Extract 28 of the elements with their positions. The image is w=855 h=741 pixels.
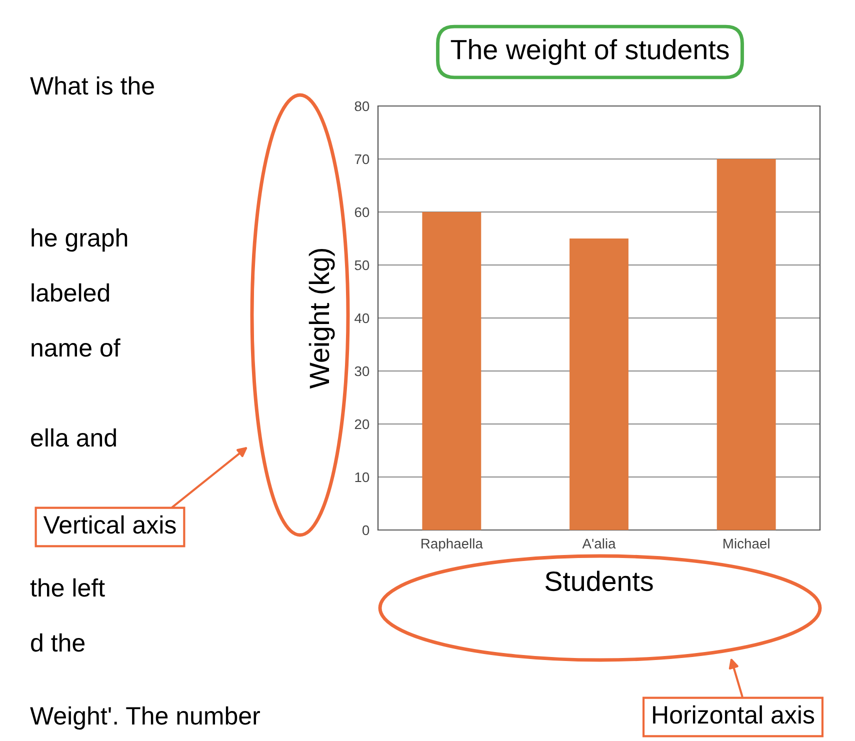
text: labeled [32, 283, 110, 302]
x-tick-label: Raphaella [422, 538, 483, 552]
y-tick-label: 30 [354, 366, 370, 376]
text: Weight'. The number [30, 706, 260, 730]
x-axis-title: Students [545, 570, 653, 592]
bar [570, 238, 628, 530]
text: name of [32, 338, 120, 357]
y-tick-label: 0 [362, 525, 370, 536]
text: d the [31, 633, 84, 652]
y-tick-label: 60 [354, 207, 370, 218]
y-tick-label: 20 [354, 419, 370, 430]
y-tick-label: 10 [355, 472, 370, 482]
text: Vertical axis [43, 515, 176, 534]
text: he graph [32, 228, 128, 252]
y-tick-label: 80 [354, 101, 370, 112]
chart-title: The weight of students [450, 39, 729, 65]
text: What is the [30, 76, 154, 95]
text: Horizontal axis [653, 705, 814, 724]
x-tick-label: A'alia [582, 538, 616, 549]
bar [422, 212, 482, 530]
text: ella and [31, 428, 116, 447]
y-axis-title: Weight (kg) [308, 248, 335, 389]
x-tick-label: Michael [724, 538, 770, 549]
y-tick-label: 40 [354, 313, 370, 324]
bar [716, 159, 776, 530]
y-tick-label: 50 [354, 260, 370, 270]
y-tick-label: 70 [354, 154, 370, 164]
text: the left [30, 578, 105, 597]
